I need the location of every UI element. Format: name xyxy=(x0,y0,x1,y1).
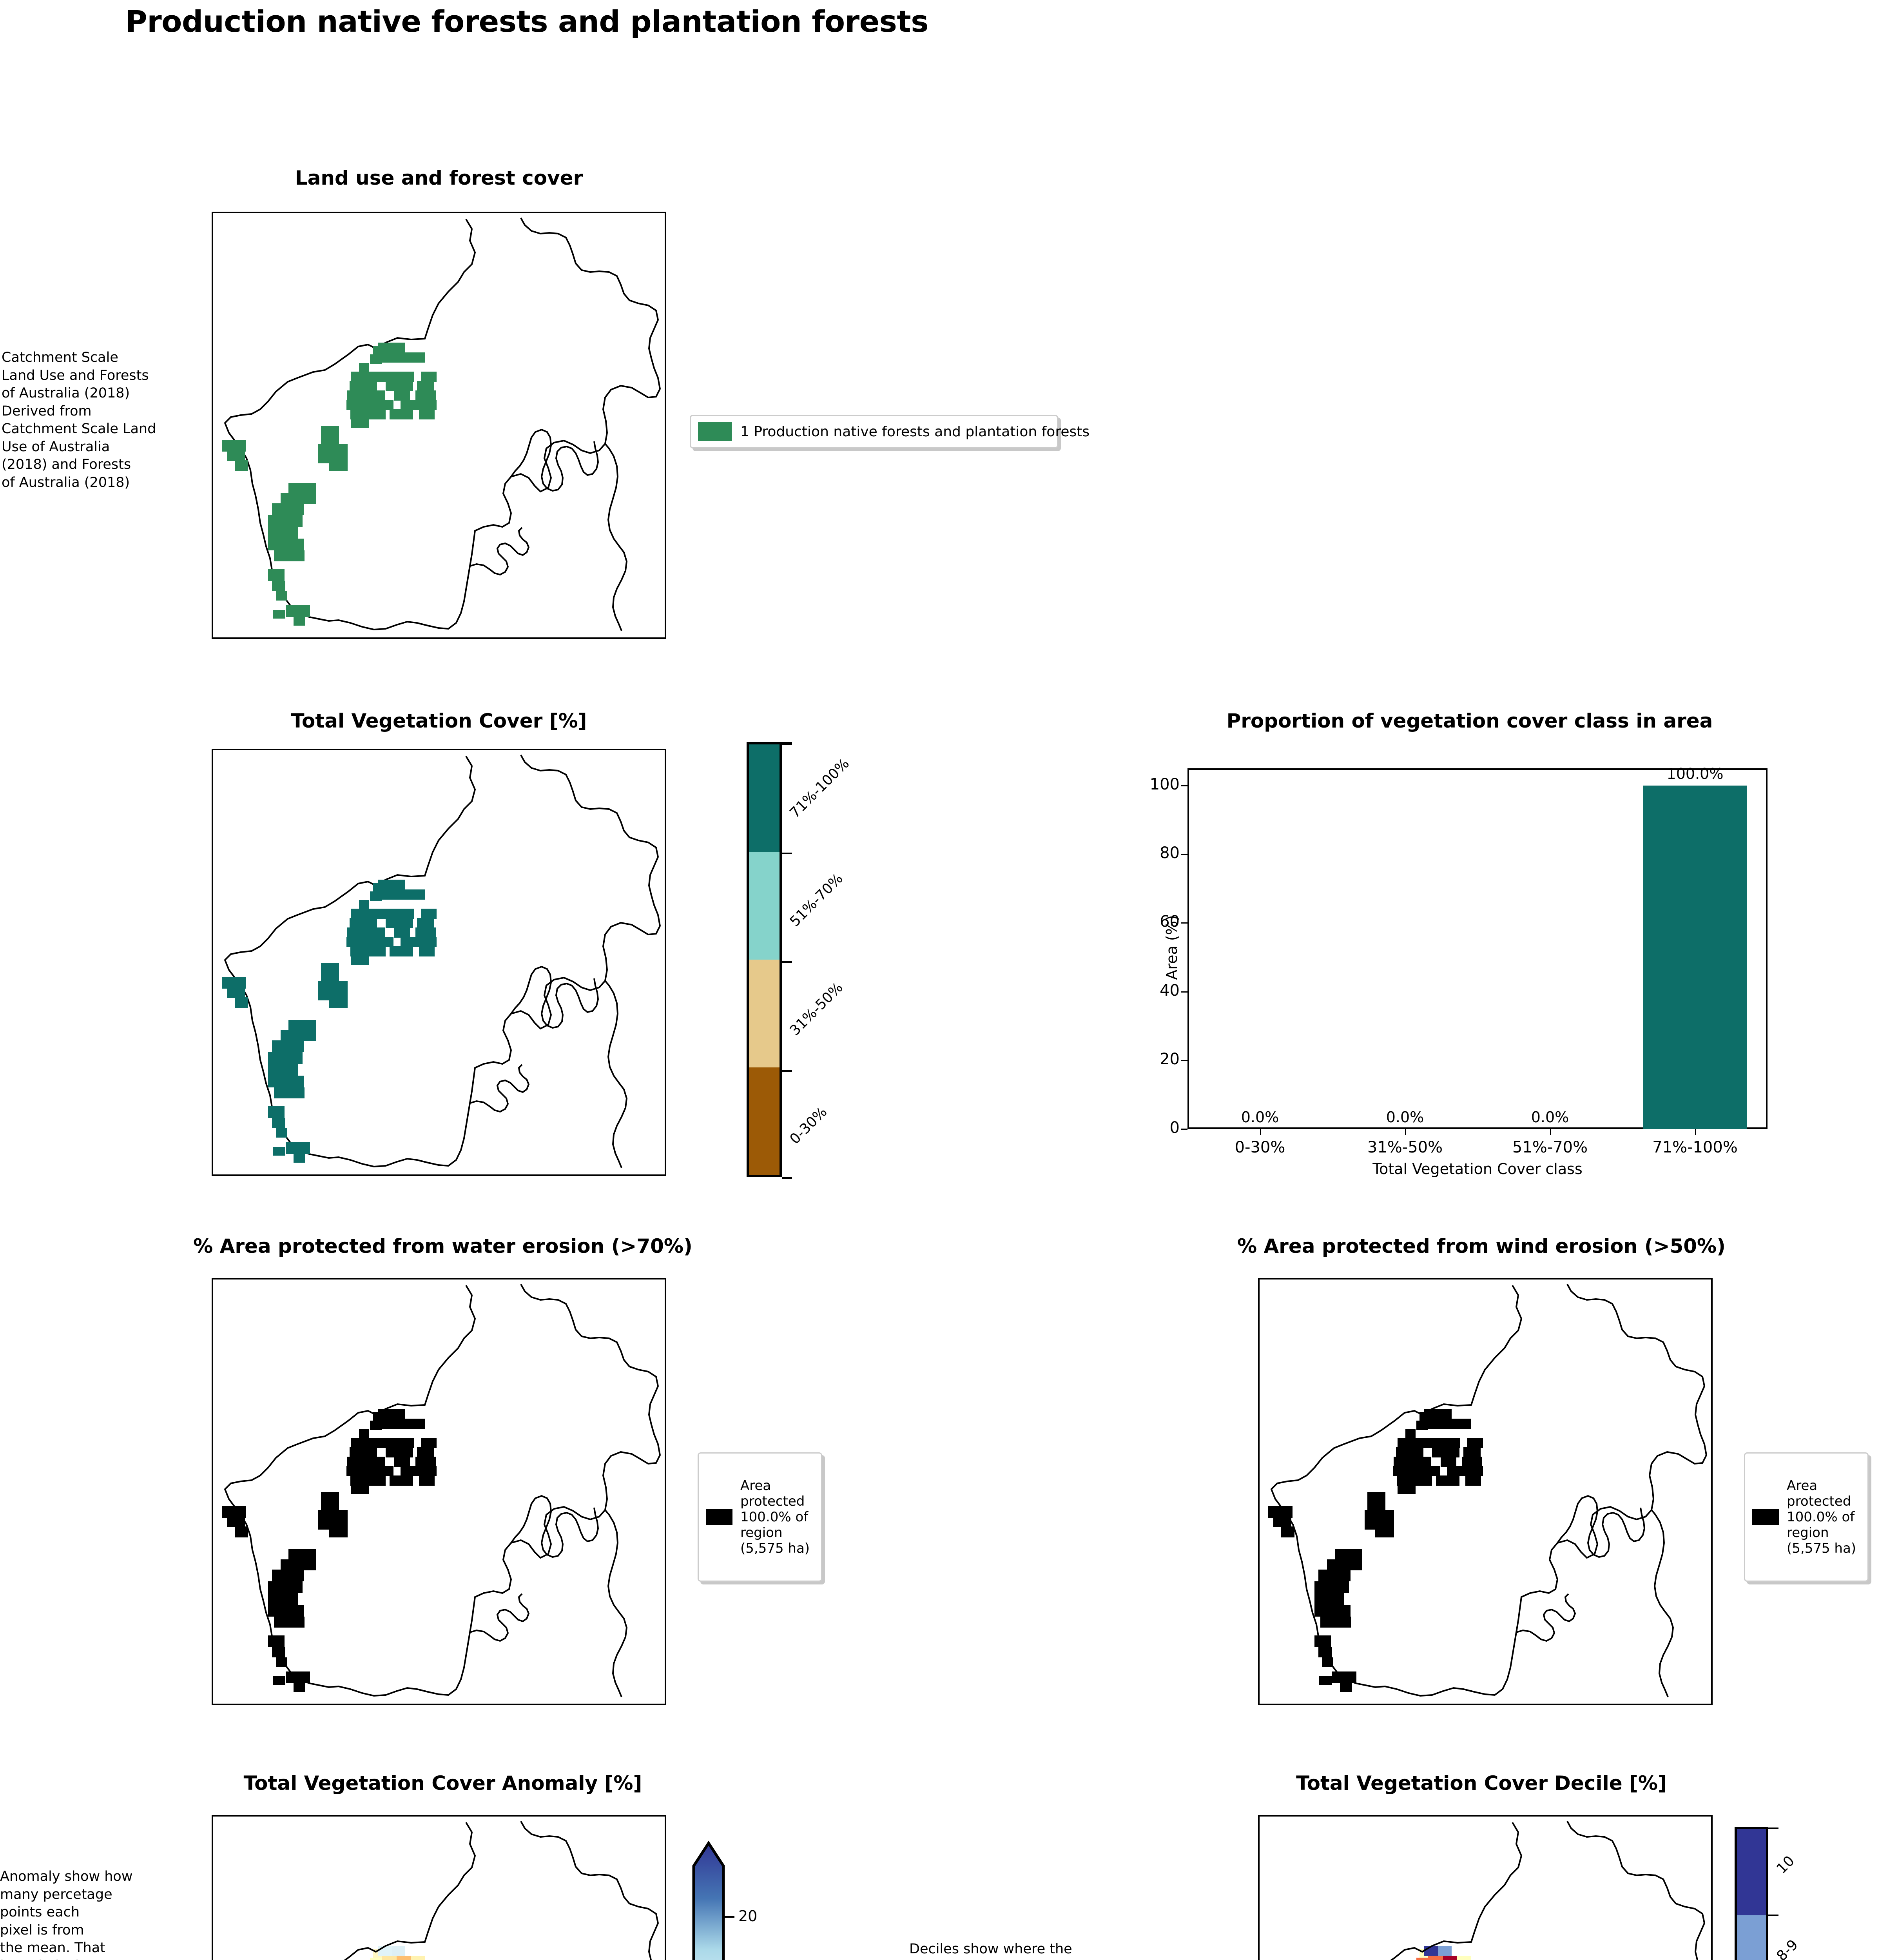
vegcover-panel-title: Total Vegetation Cover [%] xyxy=(291,710,587,732)
vegcover-colorbar-tick xyxy=(782,744,792,745)
decile-caption: Deciles show where the pixel value lies … xyxy=(909,1941,1072,1960)
wind-erosion-legend-swatch xyxy=(1752,1509,1779,1525)
barchart-y-axis-title: Area (%) xyxy=(1163,915,1180,980)
barchart-x-tick-label: 0-30% xyxy=(1235,1138,1285,1156)
decile-colorbar-label: 8-9 xyxy=(1773,1936,1802,1960)
water-erosion-pixels xyxy=(222,1409,437,1692)
wind-erosion-legend-label: Area protected 100.0% of region (5,575 h… xyxy=(1787,1477,1856,1557)
barchart-y-tick-label: 40 xyxy=(1160,981,1180,1000)
vegcover-colorbar-tick xyxy=(782,852,792,854)
barchart-x-tick xyxy=(1695,1129,1696,1135)
barchart-x-tick-label: 71%-100% xyxy=(1652,1138,1738,1156)
barchart-y-tick xyxy=(1181,1060,1187,1061)
landuse-legend[interactable]: 1 Production native forests and plantati… xyxy=(690,415,1090,448)
wind-erosion-map[interactable] xyxy=(1258,1278,1713,1705)
barchart-x-tick xyxy=(1405,1129,1406,1135)
vegcover-colorbar-segment xyxy=(749,960,780,1067)
decile-map-svg xyxy=(1390,1821,1706,1960)
decile-panel-title: Total Vegetation Cover Decile [%] xyxy=(1296,1772,1667,1795)
decile-map[interactable] xyxy=(1258,1815,1713,1960)
wind-erosion-pixels xyxy=(1268,1409,1483,1692)
landuse-panel-title: Land use and forest cover xyxy=(295,167,583,189)
barchart-y-tick xyxy=(1181,785,1187,786)
wind-erosion-map-svg xyxy=(1268,1284,1708,1697)
decile-colorbar-label: 10 xyxy=(1773,1853,1798,1877)
water-erosion-panel-title: % Area protected from water erosion (>70… xyxy=(193,1235,693,1258)
catchment-outline xyxy=(224,755,661,1168)
barchart-y-tick-label: 100 xyxy=(1149,775,1180,793)
wind-erosion-legend[interactable]: Area protected 100.0% of region (5,575 h… xyxy=(1744,1452,1869,1582)
barchart-x-tick-label: 31%-50% xyxy=(1367,1138,1443,1156)
vegcover-map[interactable] xyxy=(212,749,666,1176)
anomaly-panel-title: Total Vegetation Cover Anomaly [%] xyxy=(243,1772,642,1795)
catchment-outline xyxy=(1270,1284,1708,1697)
barchart-x-tick xyxy=(1550,1129,1551,1135)
decile-colorbar-tick xyxy=(1768,1915,1778,1916)
anomaly-pixels xyxy=(370,1946,425,1960)
barchart-y-tick-label: 0 xyxy=(1169,1119,1180,1137)
barchart[interactable]: 0 20 40 60 80 100 0-30% 31%-50% 51%-70% 71%-100%… xyxy=(1137,745,1803,1196)
barchart-bar-value: 0.0% xyxy=(1241,1109,1279,1126)
barchart-y-tick-label: 60 xyxy=(1160,913,1180,931)
anomaly-map[interactable] xyxy=(212,1815,666,1960)
barchart-title: Proportion of vegetation cover class in … xyxy=(1226,710,1713,732)
landuse-caption: Catchment Scale Land Use and Forests of … xyxy=(2,350,156,490)
decile-colorbar-segment xyxy=(1737,1829,1766,1915)
water-erosion-legend-label: Area protected 100.0% of region (5,575 h… xyxy=(740,1477,810,1557)
barchart-bar-value: 0.0% xyxy=(1531,1109,1569,1126)
catchment-outline xyxy=(224,1284,661,1697)
landuse-map-svg xyxy=(222,218,661,631)
barchart-y-tick xyxy=(1181,854,1187,855)
vegcover-map-svg xyxy=(222,755,661,1168)
barchart-y-tick-label: 80 xyxy=(1160,844,1180,862)
landuse-map[interactable] xyxy=(212,212,666,639)
page-title: Production native forests and plantation… xyxy=(125,4,928,39)
landuse-pixels xyxy=(222,343,437,626)
vegcover-colorbar-tick xyxy=(782,1177,792,1179)
barchart-y-tick xyxy=(1181,1129,1187,1130)
water-erosion-map[interactable] xyxy=(212,1278,666,1705)
barchart-x-tick-label: 51%-70% xyxy=(1512,1138,1588,1156)
vegcover-colorbar-label: 71%-100% xyxy=(787,755,853,821)
anomaly-map-svg xyxy=(344,1821,659,1960)
decile-colorbar-segment xyxy=(1737,1915,1766,1960)
vegcover-colorbar-tick xyxy=(782,1070,792,1072)
landuse-legend-swatch xyxy=(698,422,732,441)
vegcover-colorbar[interactable] xyxy=(747,742,782,1177)
vegcover-colorbar-label: 51%-70% xyxy=(787,870,846,930)
vegcover-colorbar-label: 0-30% xyxy=(787,1104,830,1147)
barchart-y-tick xyxy=(1181,991,1187,993)
decile-colorbar[interactable] xyxy=(1735,1827,1768,1960)
decile-colorbar-tick xyxy=(1768,1828,1778,1829)
vegcover-colorbar-tick xyxy=(782,742,792,744)
water-erosion-legend[interactable]: Area protected 100.0% of region (5,575 h… xyxy=(698,1452,822,1582)
catchment-outline xyxy=(1390,1821,1706,1960)
barchart-x-axis-title: Total Vegetation Cover class xyxy=(1372,1160,1583,1178)
vegcover-colorbar-label: 31%-50% xyxy=(787,979,846,1039)
landuse-legend-label: 1 Production native forests and plantati… xyxy=(740,423,1090,440)
anomaly-colorbar-label: 20 xyxy=(738,1907,758,1925)
barchart-bar-value: 0.0% xyxy=(1386,1109,1424,1126)
barchart-x-tick xyxy=(1260,1129,1261,1135)
vegcover-colorbar-segment xyxy=(749,1067,780,1175)
catchment-outline xyxy=(224,218,661,631)
anomaly-caption: Anomaly show how many percetage points e… xyxy=(0,1869,133,1960)
anomaly-colorbar[interactable]: 20100−10−20 xyxy=(688,1838,806,1960)
catchment-outline xyxy=(344,1821,659,1960)
vegcover-colorbar-segment xyxy=(749,744,780,852)
water-erosion-legend-swatch xyxy=(706,1509,732,1525)
barchart-bar[interactable] xyxy=(1642,785,1748,1129)
decile-pixels xyxy=(1416,1946,1471,1960)
vegcover-colorbar-segment xyxy=(749,852,780,960)
water-erosion-map-svg xyxy=(222,1284,661,1697)
vegcover-colorbar-tick xyxy=(782,961,792,963)
barchart-y-tick-label: 20 xyxy=(1160,1050,1180,1068)
vegcover-pixels xyxy=(222,880,437,1163)
barchart-bar-value: 100.0% xyxy=(1666,765,1724,782)
anomaly-colorbar-svg xyxy=(692,1840,734,1960)
wind-erosion-panel-title: % Area protected from wind erosion (>50%… xyxy=(1237,1235,1726,1258)
barchart-y-tick xyxy=(1181,922,1187,924)
